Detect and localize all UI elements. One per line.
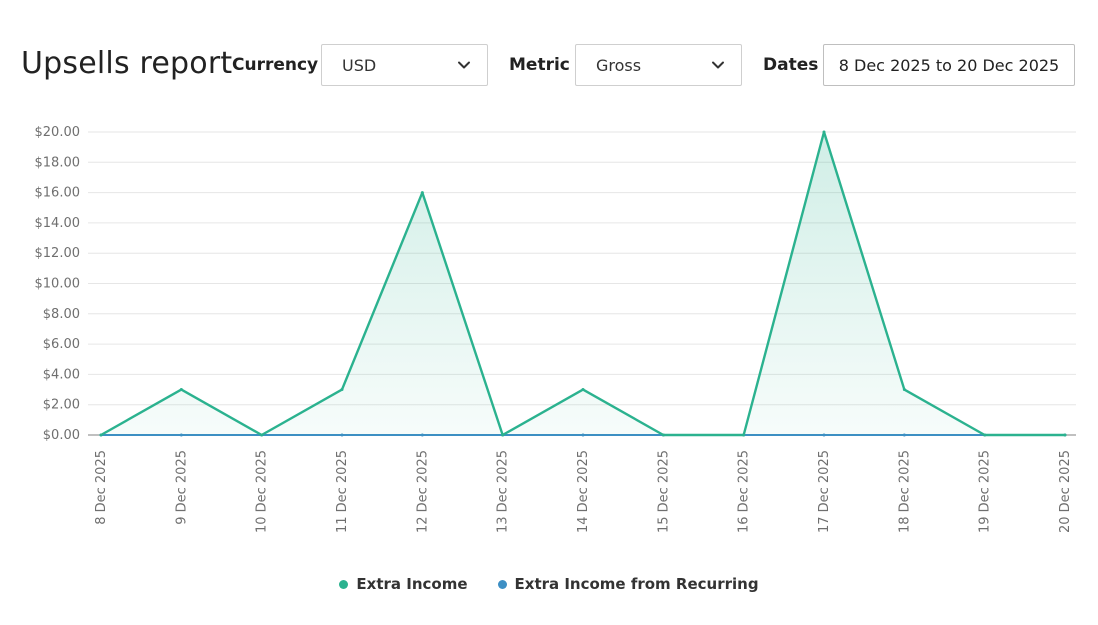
- y-tick-label: $2.00: [43, 398, 80, 413]
- y-tick-label: $18.00: [35, 155, 81, 170]
- metric-label: Metric: [509, 55, 570, 75]
- currency-label: Currency: [232, 55, 319, 75]
- chart-legend: Extra Income Extra Income from Recurring: [0, 575, 1098, 593]
- extra-income-point[interactable]: [420, 191, 424, 195]
- page-title: Upsells report: [21, 46, 233, 81]
- x-tick-label: 12 Dec 2025: [415, 450, 430, 533]
- x-tick-label: 9 Dec 2025: [174, 450, 189, 525]
- x-tick-label: 11 Dec 2025: [335, 450, 350, 533]
- y-tick-label: $12.00: [35, 246, 81, 261]
- metric-value: Gross: [596, 55, 642, 75]
- x-tick-label: 17 Dec 2025: [817, 450, 832, 533]
- x-tick-label: 20 Dec 2025: [1058, 450, 1073, 533]
- legend-item[interactable]: Extra Income from Recurring: [497, 575, 759, 593]
- x-tick-label: 13 Dec 2025: [496, 450, 511, 533]
- legend-dot-icon: [339, 579, 349, 589]
- extra-income-point[interactable]: [1063, 433, 1067, 437]
- y-tick-label: $4.00: [43, 367, 80, 382]
- x-tick-label: 16 Dec 2025: [737, 450, 752, 533]
- x-tick-label: 8 Dec 2025: [94, 450, 109, 525]
- x-tick-label: 18 Dec 2025: [897, 450, 912, 533]
- y-tick-label: $8.00: [43, 307, 80, 322]
- y-tick-label: $10.00: [35, 277, 81, 292]
- y-tick-label: $16.00: [35, 186, 81, 201]
- extra-income-point[interactable]: [581, 388, 585, 392]
- extra-income-point[interactable]: [742, 433, 746, 437]
- extra-income-point[interactable]: [661, 433, 665, 437]
- extra-income-point[interactable]: [340, 388, 344, 392]
- extra-income-point[interactable]: [501, 433, 505, 437]
- extra-income-point[interactable]: [902, 388, 906, 392]
- metric-select[interactable]: Gross: [575, 44, 742, 86]
- dates-label: Dates: [763, 55, 819, 75]
- legend-label: Extra Income: [356, 575, 468, 593]
- extra-income-point[interactable]: [179, 388, 183, 392]
- legend-item[interactable]: Extra Income: [339, 575, 468, 593]
- currency-select[interactable]: USD: [321, 44, 488, 86]
- x-tick-label: 14 Dec 2025: [576, 450, 591, 533]
- x-tick-label: 15 Dec 2025: [656, 450, 671, 533]
- currency-value: USD: [342, 55, 377, 75]
- upsells-chart: $0.00 $2.00 $4.00 $6.00 $8.00 $10.00 $12.00 $14…: [35, 125, 1076, 533]
- x-tick-label: 10 Dec 2025: [255, 450, 270, 533]
- chevron-down-icon: [458, 61, 470, 69]
- y-tick-label: $14.00: [35, 216, 81, 231]
- x-tick-label: 19 Dec 2025: [978, 450, 993, 533]
- extra-income-point[interactable]: [99, 433, 103, 437]
- extra-income-area: [101, 132, 1065, 435]
- extra-income-point[interactable]: [822, 130, 826, 134]
- chevron-down-icon: [712, 61, 724, 69]
- y-tick-label: $6.00: [43, 337, 80, 352]
- extra-income-point[interactable]: [260, 433, 264, 437]
- legend-dot-icon: [497, 579, 507, 589]
- extra-income-point[interactable]: [983, 433, 987, 437]
- y-tick-label: $0.00: [43, 428, 80, 443]
- legend-label: Extra Income from Recurring: [514, 575, 759, 593]
- date-range-picker[interactable]: 8 Dec 2025 to 20 Dec 2025: [823, 44, 1075, 86]
- y-tick-label: $20.00: [35, 125, 81, 140]
